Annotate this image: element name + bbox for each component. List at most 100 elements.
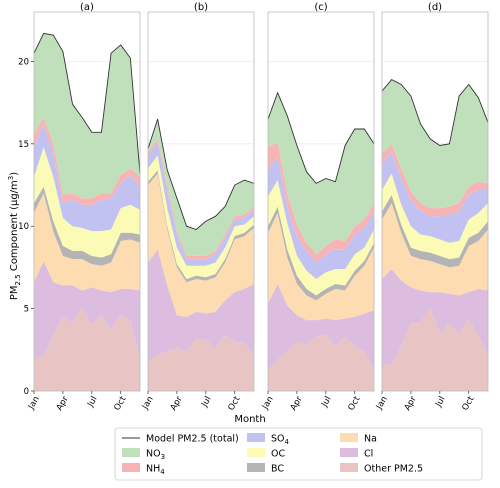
legend-swatch — [340, 448, 358, 457]
panel-frame — [147, 11, 255, 392]
y-axis-title: PM2.5 Component (μg/m3) — [7, 172, 22, 300]
panel-title: (c) — [314, 2, 327, 13]
legend-item-total: Model PM2.5 (total) — [122, 434, 239, 445]
legend-item-so4: SO4 — [247, 433, 290, 446]
panel-title: (b) — [194, 2, 208, 13]
total-line — [381, 78, 489, 146]
legend-swatch — [247, 448, 265, 457]
x-tick-label: Apr — [403, 394, 419, 412]
area-na — [268, 213, 374, 321]
x-tick-label: Jul — [85, 395, 99, 410]
area-bc — [382, 194, 488, 268]
x-tick-label: Apr — [169, 394, 185, 412]
area-other — [382, 308, 488, 391]
legend-label: Other PM2.5 — [364, 464, 423, 475]
x-tick-label: Oct — [112, 394, 128, 412]
area-oc — [382, 173, 488, 260]
area-oc — [268, 180, 374, 296]
area-no3 — [34, 33, 140, 199]
legend-swatch — [122, 463, 140, 472]
legend-item-other: Other PM2.5 — [340, 463, 423, 475]
x-tick-label: Jan — [260, 395, 276, 412]
x-tick-label: Oct — [346, 394, 362, 412]
area-no3 — [268, 92, 374, 255]
x-tick-label: Apr — [289, 394, 305, 412]
total-line — [33, 32, 141, 174]
panel-title: (a) — [80, 2, 94, 13]
area-cl — [148, 249, 254, 362]
area-bc — [148, 170, 254, 283]
panel-title: (d) — [428, 2, 442, 13]
y-tick-label: 10 — [18, 222, 29, 232]
y-tick-label: 0 — [24, 387, 29, 397]
panel: (c) Jan Apr Jul Oct — [260, 2, 375, 412]
area-nh4 — [382, 143, 488, 217]
area-oc — [148, 155, 254, 279]
legend: Model PM2.5 (total) NO3 NH4 SO4 OC BC Na Cl Othe… — [114, 427, 483, 481]
area-so4 — [268, 157, 374, 279]
legend-swatch — [122, 448, 140, 457]
x-tick-label: Jul — [319, 395, 333, 410]
area-cl — [34, 260, 140, 360]
area-no3 — [148, 119, 254, 256]
x-tick-label: Apr — [55, 394, 71, 412]
panel-frame — [381, 11, 489, 392]
legend-label: Model PM2.5 (total) — [146, 434, 239, 445]
x-tick-label: Oct — [226, 394, 242, 412]
y-tick-label: 5 — [24, 305, 29, 315]
legend-label: Cl — [364, 449, 373, 460]
legend-swatch — [340, 463, 358, 472]
legend-item-no3: NO3 — [122, 448, 165, 461]
x-tick-label: Jan — [140, 395, 156, 412]
panel: (a) Jan Apr Jul Oct 0 5 10 15 20 — [18, 2, 141, 412]
x-tick-label: Jan — [26, 395, 42, 412]
legend-item-oc: OC — [247, 448, 285, 460]
area-bc — [34, 186, 140, 266]
legend-swatch — [340, 433, 358, 442]
legend-label: OC — [271, 449, 285, 460]
area-cl — [268, 283, 374, 370]
legend-swatch — [247, 433, 265, 442]
panel: (b) Jan Apr Jul Oct — [140, 2, 255, 412]
legend-label: BC — [271, 464, 284, 475]
total-line — [147, 118, 255, 231]
legend-item-cl: Cl — [340, 448, 373, 460]
total-line — [267, 91, 375, 184]
legend-item-na: Na — [340, 433, 377, 445]
area-cl — [382, 269, 488, 365]
area-na — [148, 173, 254, 317]
x-tick-label: Oct — [460, 394, 476, 412]
area-other — [148, 334, 254, 391]
area-bc — [268, 206, 374, 301]
area-so4 — [148, 142, 254, 266]
x-axis-title: Month — [234, 414, 265, 425]
legend-label: NH4 — [146, 464, 165, 477]
panel-frame — [33, 11, 141, 392]
area-oc — [34, 147, 140, 258]
legend-label: SO4 — [271, 434, 290, 447]
legend-label: NO3 — [146, 449, 165, 462]
x-tick-label: Jul — [199, 395, 213, 410]
x-tick-label: Jul — [433, 395, 447, 410]
x-tick-label: Jan — [374, 395, 390, 412]
y-tick-label: 20 — [18, 57, 29, 67]
area-other — [268, 334, 374, 391]
area-nh4 — [268, 142, 374, 263]
legend-item-nh4: NH4 — [122, 463, 165, 476]
area-nh4 — [34, 117, 140, 205]
area-na — [382, 203, 488, 296]
area-other — [34, 306, 140, 391]
legend-frame — [114, 427, 483, 481]
panel: (d) Jan Apr Jul Oct — [374, 2, 489, 412]
area-so4 — [34, 124, 140, 232]
area-na — [34, 193, 140, 293]
legend-label: Na — [364, 434, 377, 445]
legend-swatch — [247, 463, 265, 472]
panel-frame — [267, 11, 375, 392]
y-tick-label: 15 — [18, 140, 29, 150]
legend-item-bc: BC — [247, 463, 284, 475]
area-so4 — [382, 152, 488, 243]
area-no3 — [382, 79, 488, 209]
